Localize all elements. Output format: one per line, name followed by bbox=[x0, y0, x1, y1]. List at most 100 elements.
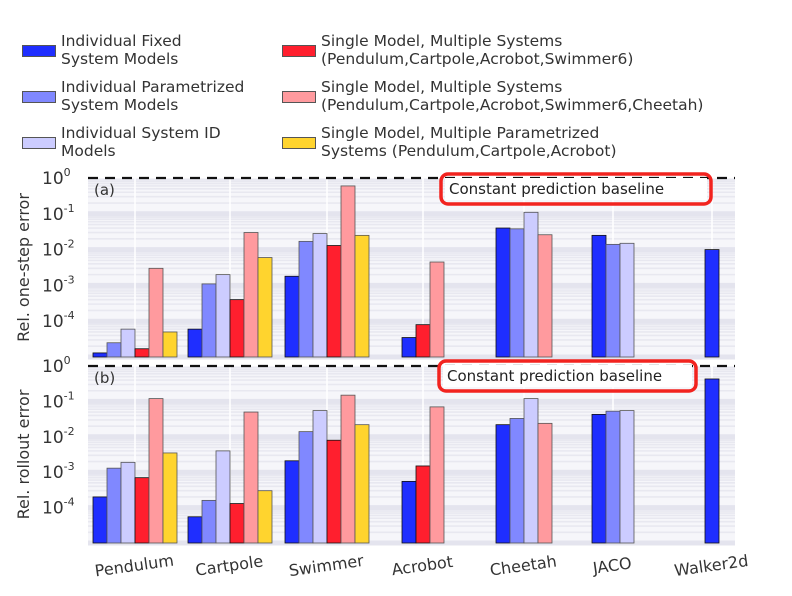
x-tick-label: JACO bbox=[591, 553, 633, 577]
bar-cartpole-series-0 bbox=[187, 516, 203, 544]
bar-cheetah-series-1 bbox=[509, 418, 525, 544]
bar-jaco-series-0 bbox=[591, 413, 607, 544]
y-tick-label: 100 bbox=[42, 354, 71, 377]
bar-jaco-series-2 bbox=[619, 242, 635, 358]
bar-jaco-series-1 bbox=[605, 410, 621, 544]
legend-label: Single Model, Multiple Systems (Pendulum… bbox=[321, 78, 704, 114]
bar-cartpole-series-1 bbox=[201, 283, 217, 358]
legend-swatch bbox=[22, 137, 56, 149]
legend-swatch bbox=[22, 91, 56, 103]
bar-swimmer-series-1 bbox=[298, 240, 314, 358]
baseline-label: Constant prediction baseline bbox=[447, 367, 662, 385]
x-axis-labels: Pendulum Cartpole Swimmer Acrobot Cheetah JAC… bbox=[94, 551, 750, 581]
y-tick-label: 10-3 bbox=[42, 273, 75, 296]
bar-acrobot-series-3 bbox=[415, 324, 431, 358]
bar-pendulum-series-4 bbox=[148, 267, 164, 358]
legend-swatch bbox=[22, 45, 56, 57]
bar-pendulum-series-3 bbox=[134, 348, 150, 358]
bar-jaco-series-2 bbox=[619, 410, 635, 544]
panel-b: Constant prediction baseline (b) 100 10-1 10… bbox=[14, 354, 735, 546]
bar-pendulum-series-5 bbox=[162, 331, 178, 358]
x-tick-label: Swimmer bbox=[288, 551, 366, 580]
legend-item-single-multi: Single Model, Multiple Systems (Pendulum… bbox=[282, 32, 633, 68]
baseline-label-bg bbox=[443, 365, 692, 387]
y-tick-label: 10-4 bbox=[42, 309, 75, 332]
bar-swimmer-series-4 bbox=[340, 185, 356, 358]
bar-cheetah-series-0 bbox=[495, 424, 511, 544]
bar-acrobot-series-0 bbox=[401, 480, 417, 544]
bar-pendulum-series-0 bbox=[92, 352, 108, 358]
bar-cheetah-series-2 bbox=[523, 211, 539, 358]
bar-acrobot-series-0 bbox=[401, 337, 417, 358]
legend-swatch bbox=[282, 137, 316, 149]
bar-cheetah-series-4 bbox=[537, 234, 553, 358]
bar-swimmer-series-3 bbox=[326, 439, 342, 544]
x-tick-label: Cartpole bbox=[194, 551, 264, 579]
bar-swimmer-series-1 bbox=[298, 431, 314, 544]
legend-swatch bbox=[282, 45, 316, 57]
bar-acrobot-series-4 bbox=[429, 261, 445, 358]
legend-item-sysid: Individual System ID Models bbox=[22, 124, 221, 160]
bar-swimmer-series-2 bbox=[312, 410, 328, 544]
legend-item-parametrized: Individual Parametrized System Models bbox=[22, 78, 244, 114]
bar-cartpole-series-3 bbox=[229, 299, 245, 358]
chart-legend: Individual Fixed System Models Individua… bbox=[0, 0, 792, 170]
bar-walker2d-series-0 bbox=[704, 378, 720, 544]
bar-pendulum-series-3 bbox=[134, 477, 150, 544]
baseline-label: Constant prediction baseline bbox=[449, 180, 664, 198]
bar-pendulum-series-1 bbox=[106, 342, 122, 358]
bar-pendulum-series-5 bbox=[162, 452, 178, 544]
legend-label: Individual System ID Models bbox=[61, 124, 221, 160]
y-tick-label: 10-2 bbox=[42, 425, 75, 448]
x-tick-label: Pendulum bbox=[94, 551, 175, 581]
bar-swimmer-series-5 bbox=[354, 234, 370, 358]
bar-swimmer-series-5 bbox=[354, 424, 370, 544]
bar-jaco-series-1 bbox=[605, 243, 621, 358]
legend-item-single-multi-param: Single Model, Multiple Parametrized Syst… bbox=[282, 124, 617, 160]
bar-acrobot-series-4 bbox=[429, 406, 445, 544]
bar-cartpole-series-0 bbox=[187, 328, 203, 358]
x-tick-label: Walker2d bbox=[673, 551, 749, 580]
bar-cartpole-series-2 bbox=[215, 450, 231, 544]
bar-swimmer-series-0 bbox=[284, 275, 300, 358]
bar-pendulum-series-0 bbox=[92, 496, 108, 544]
panel-a: Constant prediction baseline (a) 100 10-1 10… bbox=[14, 166, 735, 360]
bar-cartpole-series-3 bbox=[229, 503, 245, 544]
bar-pendulum-series-2 bbox=[120, 328, 136, 358]
bar-acrobot-series-3 bbox=[415, 465, 431, 544]
y-tick-label: 10-1 bbox=[42, 202, 75, 225]
legend-item-single-multi-cheetah: Single Model, Multiple Systems (Pendulum… bbox=[282, 78, 703, 114]
bar-swimmer-series-3 bbox=[326, 245, 342, 358]
bar-cartpole-series-4 bbox=[243, 232, 259, 358]
x-tick-label: Acrobot bbox=[390, 552, 454, 579]
y-axis-title: Rel. rollout error bbox=[14, 389, 33, 519]
bar-pendulum-series-4 bbox=[148, 398, 164, 544]
y-tick-label: 10-4 bbox=[42, 496, 75, 519]
y-tick-label: 10-2 bbox=[42, 238, 75, 261]
highlight-box bbox=[437, 359, 698, 393]
bar-cartpole-series-4 bbox=[243, 411, 259, 544]
bar-cheetah-series-1 bbox=[509, 228, 525, 358]
legend-label: Individual Parametrized System Models bbox=[61, 78, 245, 114]
bar-cheetah-series-4 bbox=[537, 422, 553, 544]
bar-cheetah-series-0 bbox=[495, 227, 511, 358]
bar-walker2d-series-0 bbox=[704, 249, 720, 358]
legend-label: Individual Fixed System Models bbox=[61, 32, 182, 68]
bar-cartpole-series-5 bbox=[257, 490, 273, 544]
x-tick-label: Cheetah bbox=[489, 551, 558, 579]
y-axis-title: Rel. one-step error bbox=[14, 193, 33, 342]
baseline-label-bg bbox=[445, 178, 707, 200]
legend-swatch bbox=[282, 91, 316, 103]
y-tick-label: 10-3 bbox=[42, 460, 75, 483]
legend-label: Single Model, Multiple Systems (Pendulum… bbox=[321, 32, 634, 68]
bar-cartpole-series-2 bbox=[215, 274, 231, 358]
bar-cheetah-series-2 bbox=[523, 398, 539, 544]
bar-swimmer-series-2 bbox=[312, 233, 328, 358]
highlight-box bbox=[439, 172, 713, 206]
bar-pendulum-series-2 bbox=[120, 461, 136, 544]
bar-cartpole-series-5 bbox=[257, 257, 273, 358]
bar-pendulum-series-1 bbox=[106, 467, 122, 544]
bar-swimmer-series-4 bbox=[340, 394, 356, 544]
y-tick-label: 10-1 bbox=[42, 389, 75, 412]
bar-cartpole-series-1 bbox=[201, 499, 217, 544]
